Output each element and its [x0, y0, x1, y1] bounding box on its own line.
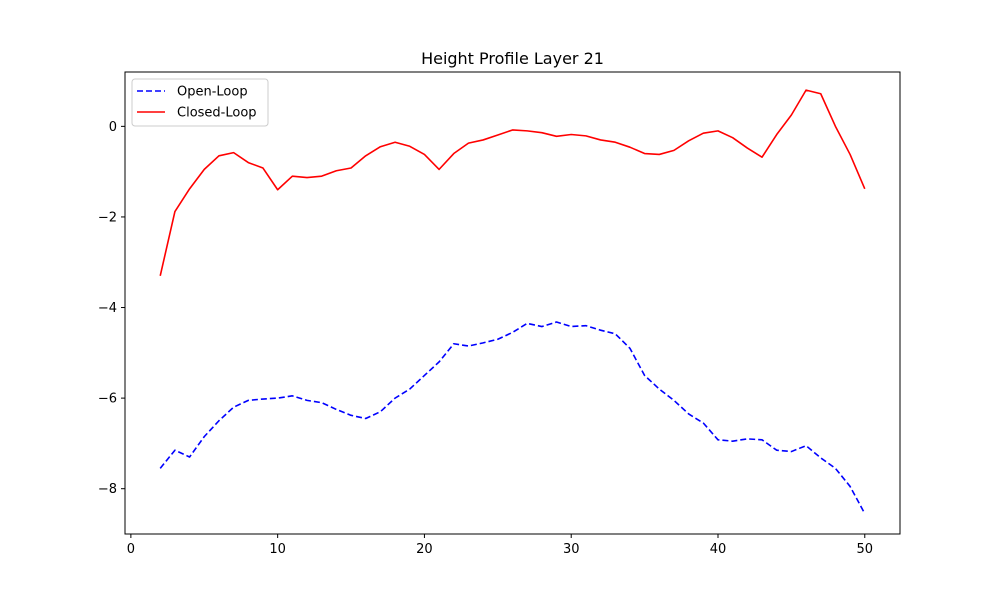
series-line-open-loop: [159, 321, 866, 515]
y-tick-label: −8: [98, 482, 117, 497]
legend-label-closed-loop: Closed-Loop: [177, 106, 257, 121]
x-tick-label: 40: [710, 542, 727, 557]
x-tick-label: 10: [269, 542, 286, 557]
x-tick-label: 0: [127, 542, 135, 557]
x-tick-label: 50: [856, 542, 873, 557]
series-line-closed-loop: [159, 89, 866, 276]
plot-area-frame: [124, 71, 901, 535]
chart-title: Height Profile Layer 21: [421, 49, 604, 68]
y-tick-label: 0: [109, 120, 117, 135]
legend-label-open-loop: Open-Loop: [177, 85, 248, 100]
x-tick-label: 30: [563, 542, 580, 557]
series-layer: [159, 89, 866, 515]
y-tick-label: −6: [98, 392, 117, 407]
ticks-layer: 0 10 20 30 40 50 0 −2 −4 −6 −8: [98, 120, 873, 557]
legend: Open-Loop Closed-Loop: [131, 78, 269, 127]
y-tick-label: −2: [98, 210, 117, 225]
x-tick-label: 20: [416, 542, 433, 557]
y-tick-label: −4: [98, 301, 117, 316]
legend-box: [131, 78, 269, 127]
